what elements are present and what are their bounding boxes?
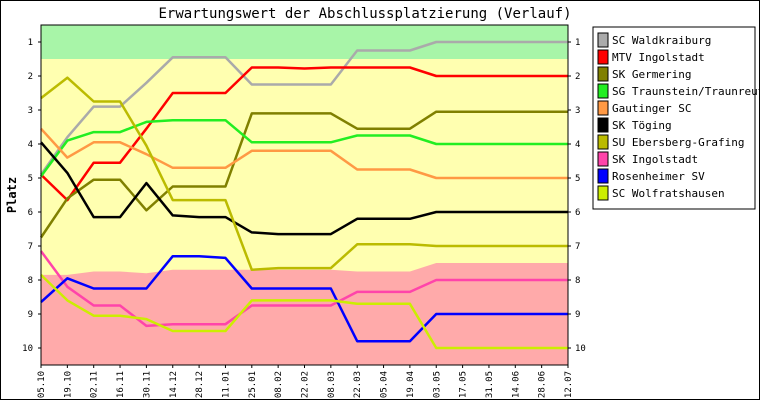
legend-entry: SK Töging: [612, 119, 672, 132]
chart-title: Erwartungswert der Abschlussplatzierung …: [158, 6, 571, 22]
legend-swatch: [597, 83, 609, 99]
x-tick-label: 14.06: [511, 371, 521, 398]
x-tick-label: 19.04: [406, 371, 416, 398]
legend-swatch: [597, 32, 609, 48]
x-tick-label: 05.10: [37, 371, 47, 398]
y-tick-label-left: 9: [28, 310, 33, 320]
legend-swatch: [597, 168, 609, 184]
y-tick-label-left: 3: [28, 106, 33, 116]
y-tick-label-right: 7: [575, 242, 580, 252]
series-line-2: [39, 110, 568, 239]
x-tick-label: 08.03: [327, 371, 337, 398]
y-axis-label: Platz: [5, 177, 19, 213]
y-tick-label-left: 4: [28, 140, 33, 150]
legend-swatch: [597, 134, 609, 150]
y-tick-label-right: 6: [575, 208, 580, 218]
legend-swatch: [597, 185, 609, 201]
legend-entry: MTV Ingolstadt: [612, 51, 705, 64]
legend-swatch: [597, 66, 609, 82]
legend-entry: SK Ingolstadt: [612, 153, 698, 166]
y-tick-label-left: 8: [28, 276, 33, 286]
series-line-6: [40, 76, 568, 272]
y-tick-label-right: 1: [575, 38, 580, 48]
legend: SC Waldkraiburg MTV Ingolstadt SK Germerin…: [592, 26, 760, 210]
y-tick-label-right: 3: [575, 106, 580, 116]
series-line-4: [40, 127, 568, 180]
legend-entry: SG Traunstein/Traunreut: [612, 85, 760, 98]
x-tick-label: 28.06: [538, 371, 548, 398]
y-tick-label-right: 8: [575, 276, 580, 286]
legend-swatch: [597, 49, 609, 65]
x-tick-label: 30.11: [142, 371, 152, 398]
y-axis-right: 1 2 3 4 5 6 7 8 9 10: [568, 38, 586, 354]
y-tick-label-left: 10: [22, 344, 33, 354]
series-line-5: [40, 141, 568, 236]
zone-promotion: [41, 25, 568, 59]
legend-box: [592, 26, 756, 210]
x-tick-label: 12.07: [564, 371, 574, 398]
x-tick-label: 02.11: [90, 371, 100, 398]
y-axis-left: 1 2 3 4 5 6 7 8 9 10: [22, 38, 41, 354]
y-tick-label-left: 7: [28, 242, 33, 252]
y-tick-label-left: 6: [28, 208, 33, 218]
legend-entry: SC Waldkraiburg: [612, 34, 711, 47]
x-tick-label: 25.01: [248, 371, 258, 398]
series-line-3: [39, 118, 568, 178]
x-tick-label: 03.05: [432, 371, 442, 398]
y-tick-label-right: 4: [575, 140, 580, 150]
y-tick-label-right: 5: [575, 174, 580, 184]
legend-swatch: [597, 100, 609, 116]
x-tick-label: 11.01: [221, 371, 231, 398]
background-zones: [41, 25, 568, 365]
zone-relegation: [41, 263, 568, 365]
y-tick-label-right: 10: [575, 344, 586, 354]
x-tick-label: 14.12: [169, 371, 179, 398]
y-tick-label-left: 5: [28, 174, 33, 184]
series-line-7: [39, 250, 568, 328]
x-tick-label: 05.04: [380, 371, 390, 398]
x-tick-label: 19.10: [63, 371, 73, 398]
x-tick-label: 22.03: [353, 371, 363, 398]
legend-entry: Rosenheimer SV: [612, 170, 705, 183]
series-line-9: [40, 274, 568, 350]
y-tick-label-left: 2: [28, 72, 33, 82]
legend-entry: SK Germering: [612, 68, 691, 81]
series-line-1: [40, 66, 568, 202]
series-line-0: [39, 40, 568, 176]
series-line-8: [40, 254, 568, 343]
x-tick-label: 08.02: [274, 371, 284, 398]
x-tick-label: 22.02: [301, 371, 311, 398]
legend-swatch: [597, 151, 609, 167]
y-tick-label-left: 1: [28, 38, 33, 48]
legend-entry: Gautinger SC: [612, 102, 691, 115]
x-tick-label: 17.05: [459, 371, 469, 398]
legend-swatch: [597, 117, 609, 133]
x-axis: 05.10 19.10 02.11 16.11 30.11 14.12 28.12 11.01…: [37, 365, 574, 398]
series-lines: [39, 40, 568, 350]
x-tick-label: 16.11: [116, 371, 126, 398]
x-tick-label: 28.12: [195, 371, 205, 398]
legend-entry: SU Ebersberg-Grafing: [612, 136, 744, 149]
y-tick-label-right: 9: [575, 310, 580, 320]
legend-entry: SC Wolfratshausen: [612, 187, 725, 200]
y-tick-label-right: 2: [575, 72, 580, 82]
x-tick-label: 31.05: [485, 371, 495, 398]
